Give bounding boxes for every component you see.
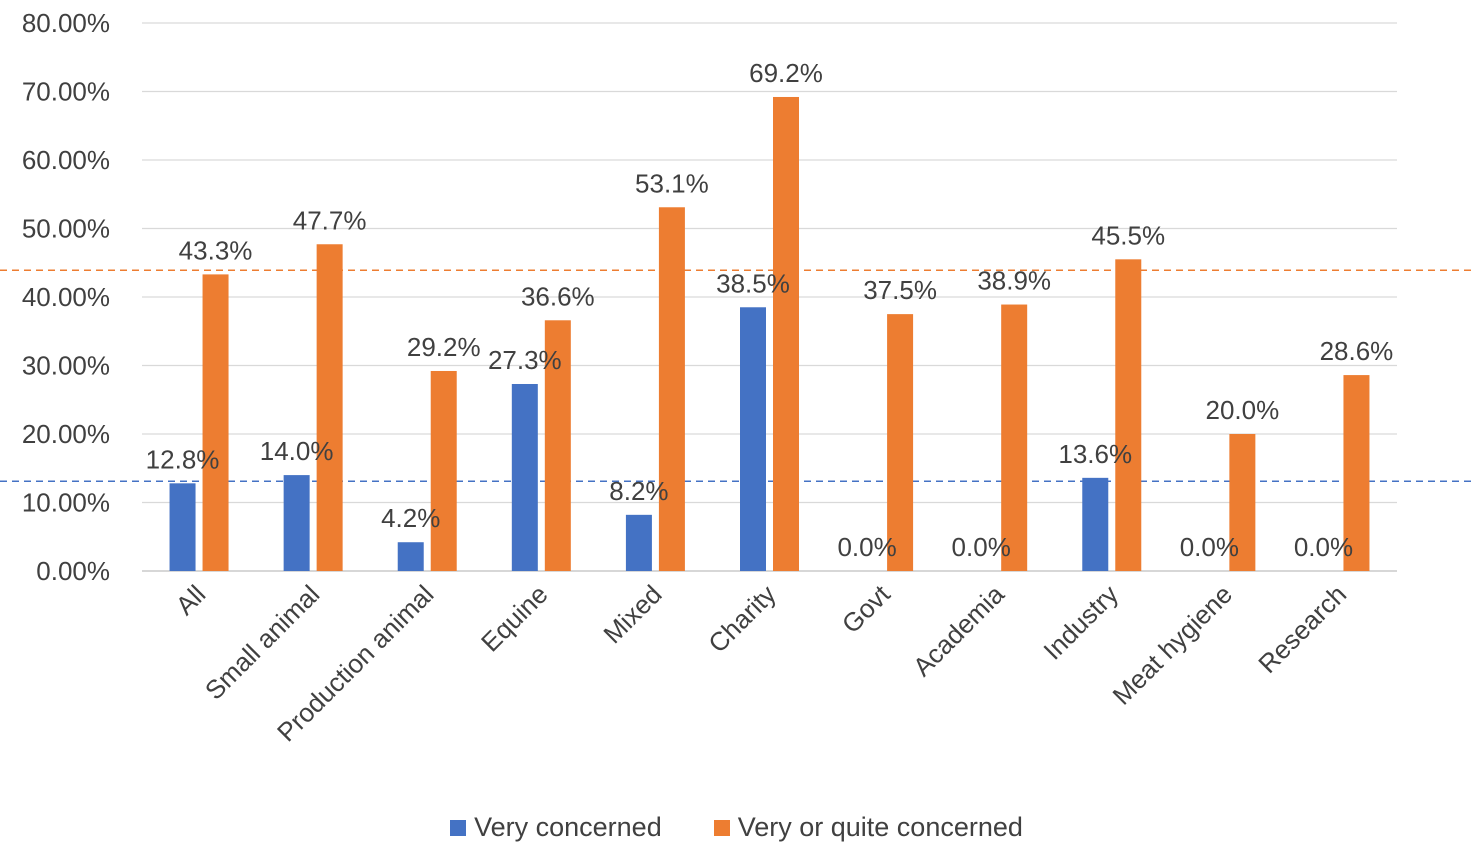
y-tick-label: 70.00% [22,77,110,107]
y-tick-label: 20.00% [22,419,110,449]
data-label: 69.2% [749,58,823,88]
bar [511,383,538,571]
bar [202,274,229,571]
x-tick-label: Meat hygiene [1107,579,1239,711]
data-label: 0.0% [952,532,1011,562]
gridlines [142,22,1397,572]
legend-swatch-very-concerned [450,819,467,836]
bar [740,307,766,571]
x-tick-label: Charity [702,579,781,658]
bar [1229,434,1256,571]
legend: Very concerned Very or quite concerned [0,810,1473,845]
y-tick-label: 60.00% [22,145,110,175]
x-tick-label: Research [1252,579,1352,679]
data-label: 0.0% [1294,532,1353,562]
reference-lines [0,269,1473,483]
data-label: 43.3% [179,235,253,265]
bar [430,370,457,571]
data-label: 14.0% [260,436,334,466]
bars [169,96,1370,571]
x-tick-label: Equine [475,579,553,657]
bar [283,475,310,571]
data-label: 13.6% [1058,439,1132,469]
x-tick-label: All [170,579,212,621]
bar [773,96,799,571]
bar [544,320,571,571]
data-label: 0.0% [1180,532,1239,562]
data-label: 28.6% [1320,336,1394,366]
y-tick-label: 10.00% [22,488,110,518]
x-tick-label: Industry [1037,579,1124,666]
x-tick-label: Academia [907,579,1010,682]
data-label: 0.0% [837,532,896,562]
bar [1001,304,1028,571]
data-label: 8.2% [609,476,668,506]
data-label: 4.2% [381,503,440,533]
bar [1343,375,1370,571]
data-label: 29.2% [407,332,481,362]
y-tick-label: 30.00% [22,351,110,381]
y-tick-label: 40.00% [22,282,110,312]
bar [887,314,914,571]
bar-chart: 0.00% 10.00% 20.00% 30.00% 40.00% 50.00% 60.00… [0,8,1473,747]
bar [658,207,685,571]
y-tick-label: 80.00% [22,8,110,38]
data-label: 27.3% [488,345,562,375]
data-label: 38.5% [716,268,790,298]
y-tick-label: 0.00% [36,556,110,586]
bar [397,542,424,571]
legend-item-very-concerned: Very concerned [450,812,662,843]
x-tick-label: Mixed [597,579,667,649]
legend-label-very-or-quite-concerned: Very or quite concerned [737,812,1023,842]
data-label: 38.9% [977,266,1051,296]
data-label: 37.5% [863,275,937,305]
legend-label-very-concerned: Very concerned [474,812,662,842]
data-label: 20.0% [1205,395,1279,425]
data-label: 47.7% [293,205,367,235]
legend-swatch-very-or-quite-concerned [713,819,730,836]
y-tick-label: 50.00% [22,214,110,244]
y-axis-ticks: 0.00% 10.00% 20.00% 30.00% 40.00% 50.00% 60.00… [22,8,110,586]
data-label: 45.5% [1091,220,1165,250]
data-label: 36.6% [521,281,595,311]
bar [625,514,652,571]
data-labels: 12.8% 43.3% 14.0% 47.7% 4.2% 29.2% 27.3% 36.6% 8… [146,58,1394,562]
data-label: 12.8% [146,444,220,474]
bar [169,483,196,571]
bar [316,244,343,571]
x-tick-label: Govt [836,578,897,639]
bar [1115,259,1142,571]
x-tick-label: Small animal [199,579,325,705]
data-label: 53.1% [635,168,709,198]
bar [1082,477,1109,571]
legend-item-very-or-quite-concerned: Very or quite concerned [713,812,1023,843]
